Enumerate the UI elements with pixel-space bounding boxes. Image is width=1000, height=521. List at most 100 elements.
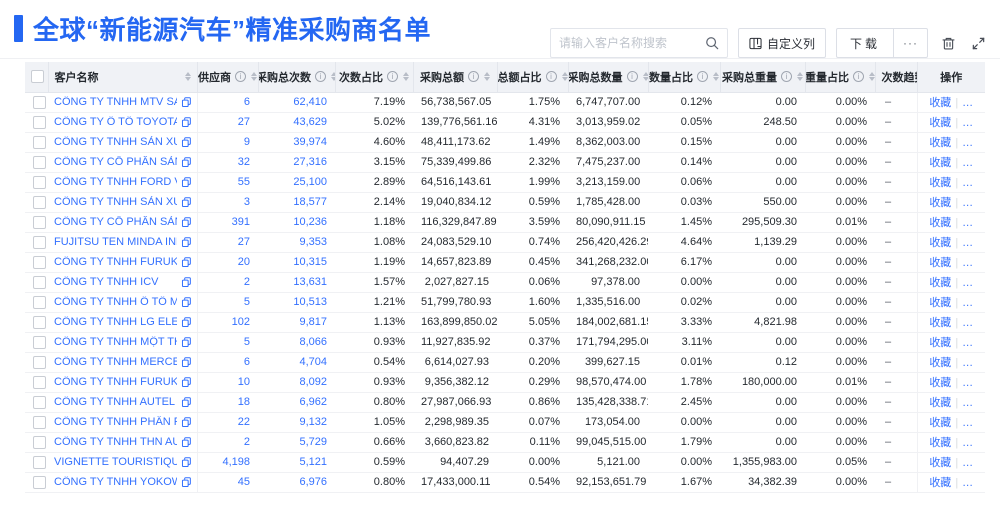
- download-button[interactable]: 下载: [849, 36, 880, 51]
- copy-icon[interactable]: [177, 116, 192, 128]
- row-checkbox[interactable]: [33, 155, 46, 169]
- fullscreen-expand-icon[interactable]: [968, 33, 988, 53]
- favorite-button[interactable]: 收藏: [929, 297, 952, 309]
- customer-name-link[interactable]: VIGNETTE TOURISTIQUE G UNI...: [54, 456, 177, 468]
- copy-icon[interactable]: [177, 316, 192, 328]
- customer-name-link[interactable]: CÔNG TY TNHH Ô TÔ MITSUBI...: [54, 296, 177, 308]
- customer-name-link[interactable]: CÔNG TY TNHH MTV SẢN XUẤ...: [54, 96, 177, 108]
- sort-icon[interactable]: [797, 72, 803, 82]
- column-header-6[interactable]: 总额占比 i: [497, 62, 569, 93]
- copy-icon[interactable]: [177, 96, 192, 108]
- customer-name-link[interactable]: CÔNG TY TNHH LG ELECTRON...: [54, 316, 177, 328]
- copy-icon[interactable]: [177, 456, 192, 468]
- info-icon[interactable]: i: [697, 71, 708, 83]
- favorite-button[interactable]: 收藏: [929, 97, 952, 109]
- copy-icon[interactable]: [177, 276, 192, 288]
- row-checkbox[interactable]: [33, 355, 46, 369]
- row-more-button[interactable]: …: [962, 237, 974, 249]
- customer-name-link[interactable]: FUJITSU TEN MINDA INDIA PVT...: [54, 236, 177, 248]
- info-icon[interactable]: i: [315, 71, 326, 83]
- copy-icon[interactable]: [177, 236, 192, 248]
- row-checkbox[interactable]: [33, 175, 46, 189]
- column-header-1[interactable]: 客户名称: [48, 62, 198, 93]
- row-checkbox[interactable]: [33, 375, 46, 389]
- favorite-button[interactable]: 收藏: [929, 117, 952, 129]
- row-more-button[interactable]: …: [962, 317, 974, 329]
- row-more-button[interactable]: …: [962, 397, 974, 409]
- customer-name-link[interactable]: CÔNG TY TNHH FORD VIỆT NAM: [54, 176, 177, 188]
- customer-name-link[interactable]: CÔNG TY TNHH MERCEDES-B...: [54, 356, 177, 368]
- row-more-button[interactable]: …: [962, 477, 974, 489]
- customer-name-link[interactable]: CÔNG TY TNHH THN AUTOPAR...: [54, 436, 177, 448]
- sort-icon[interactable]: [403, 72, 409, 82]
- favorite-button[interactable]: 收藏: [929, 457, 952, 469]
- row-checkbox[interactable]: [33, 475, 46, 489]
- row-more-button[interactable]: …: [962, 457, 974, 469]
- select-all-checkbox[interactable]: [31, 70, 44, 84]
- info-icon[interactable]: i: [545, 71, 557, 83]
- copy-icon[interactable]: [177, 296, 192, 308]
- copy-icon[interactable]: [177, 396, 192, 408]
- row-checkbox[interactable]: [33, 335, 46, 349]
- search-input[interactable]: [558, 36, 705, 50]
- info-icon[interactable]: i: [853, 71, 864, 83]
- info-icon[interactable]: i: [468, 71, 479, 83]
- column-header-8[interactable]: 数量占比 i: [648, 62, 721, 93]
- info-icon[interactable]: i: [781, 71, 792, 83]
- info-icon[interactable]: i: [235, 71, 246, 83]
- favorite-button[interactable]: 收藏: [929, 177, 952, 189]
- favorite-button[interactable]: 收藏: [929, 257, 952, 269]
- row-more-button[interactable]: …: [962, 337, 974, 349]
- row-checkbox[interactable]: [33, 435, 46, 449]
- favorite-button[interactable]: 收藏: [929, 197, 952, 209]
- row-more-button[interactable]: …: [962, 417, 974, 429]
- download-more-button[interactable]: ···: [903, 36, 918, 50]
- sort-icon[interactable]: [484, 72, 490, 82]
- column-header-10[interactable]: 重量占比 i: [805, 62, 876, 93]
- copy-icon[interactable]: [177, 476, 192, 488]
- copy-icon[interactable]: [177, 176, 192, 188]
- info-icon[interactable]: i: [387, 71, 398, 83]
- customer-name-link[interactable]: CÔNG TY TNHH AUTEL VIỆT N...: [54, 396, 177, 408]
- row-more-button[interactable]: …: [962, 137, 974, 149]
- favorite-button[interactable]: 收藏: [929, 157, 952, 169]
- favorite-button[interactable]: 收藏: [929, 217, 952, 229]
- customize-columns-button[interactable]: 自定义列: [737, 28, 826, 58]
- column-header-9[interactable]: 采购总重量 i: [720, 62, 806, 93]
- favorite-button[interactable]: 收藏: [929, 417, 952, 429]
- sort-icon[interactable]: [331, 72, 334, 82]
- customer-name-link[interactable]: CÔNG TY TNHH FURUKAWA A...: [54, 376, 177, 388]
- column-header-12[interactable]: 操作: [917, 62, 985, 93]
- row-more-button[interactable]: …: [962, 97, 974, 109]
- customer-name-link[interactable]: CÔNG TY TNHH SẢN XUẤT VÀ ...: [54, 196, 177, 208]
- copy-icon[interactable]: [177, 256, 192, 268]
- sort-icon[interactable]: [642, 72, 647, 82]
- column-header-7[interactable]: 采购总数量 i: [568, 62, 649, 93]
- favorite-button[interactable]: 收藏: [929, 317, 952, 329]
- sort-icon[interactable]: [869, 72, 874, 82]
- customer-name-link[interactable]: CÔNG TY CỔ PHẦN SẢN XUẤT...: [54, 156, 177, 168]
- sort-icon[interactable]: [561, 72, 567, 82]
- row-more-button[interactable]: …: [962, 257, 974, 269]
- customer-name-link[interactable]: CÔNG TY TNHH MỘT THÀNH V...: [54, 336, 177, 348]
- column-header-4[interactable]: 次数占比 i: [335, 62, 414, 93]
- customer-name-link[interactable]: CÔNG TY Ô TÔ TOYOTA VIỆT ...: [54, 116, 177, 128]
- customer-name-link[interactable]: CÔNG TY CỔ PHẦN SẢN XUẤT...: [54, 216, 177, 228]
- row-more-button[interactable]: …: [962, 297, 974, 309]
- favorite-button[interactable]: 收藏: [929, 357, 952, 369]
- favorite-button[interactable]: 收藏: [929, 137, 952, 149]
- copy-icon[interactable]: [177, 156, 192, 168]
- copy-icon[interactable]: [177, 376, 192, 388]
- customer-name-link[interactable]: CÔNG TY TNHH YOKOWO VIỆT...: [54, 476, 177, 488]
- row-more-button[interactable]: …: [962, 177, 974, 189]
- customer-name-link[interactable]: CÔNG TY TNHH FURUKAWA A...: [54, 256, 177, 268]
- row-checkbox[interactable]: [33, 275, 46, 289]
- column-header-5[interactable]: 采购总额 i: [413, 62, 498, 93]
- copy-icon[interactable]: [177, 136, 192, 148]
- copy-icon[interactable]: [177, 436, 192, 448]
- row-checkbox[interactable]: [33, 415, 46, 429]
- copy-icon[interactable]: [177, 196, 192, 208]
- row-more-button[interactable]: …: [962, 117, 974, 129]
- customer-name-link[interactable]: CÔNG TY TNHH ICV: [54, 276, 159, 288]
- row-checkbox[interactable]: [33, 235, 46, 249]
